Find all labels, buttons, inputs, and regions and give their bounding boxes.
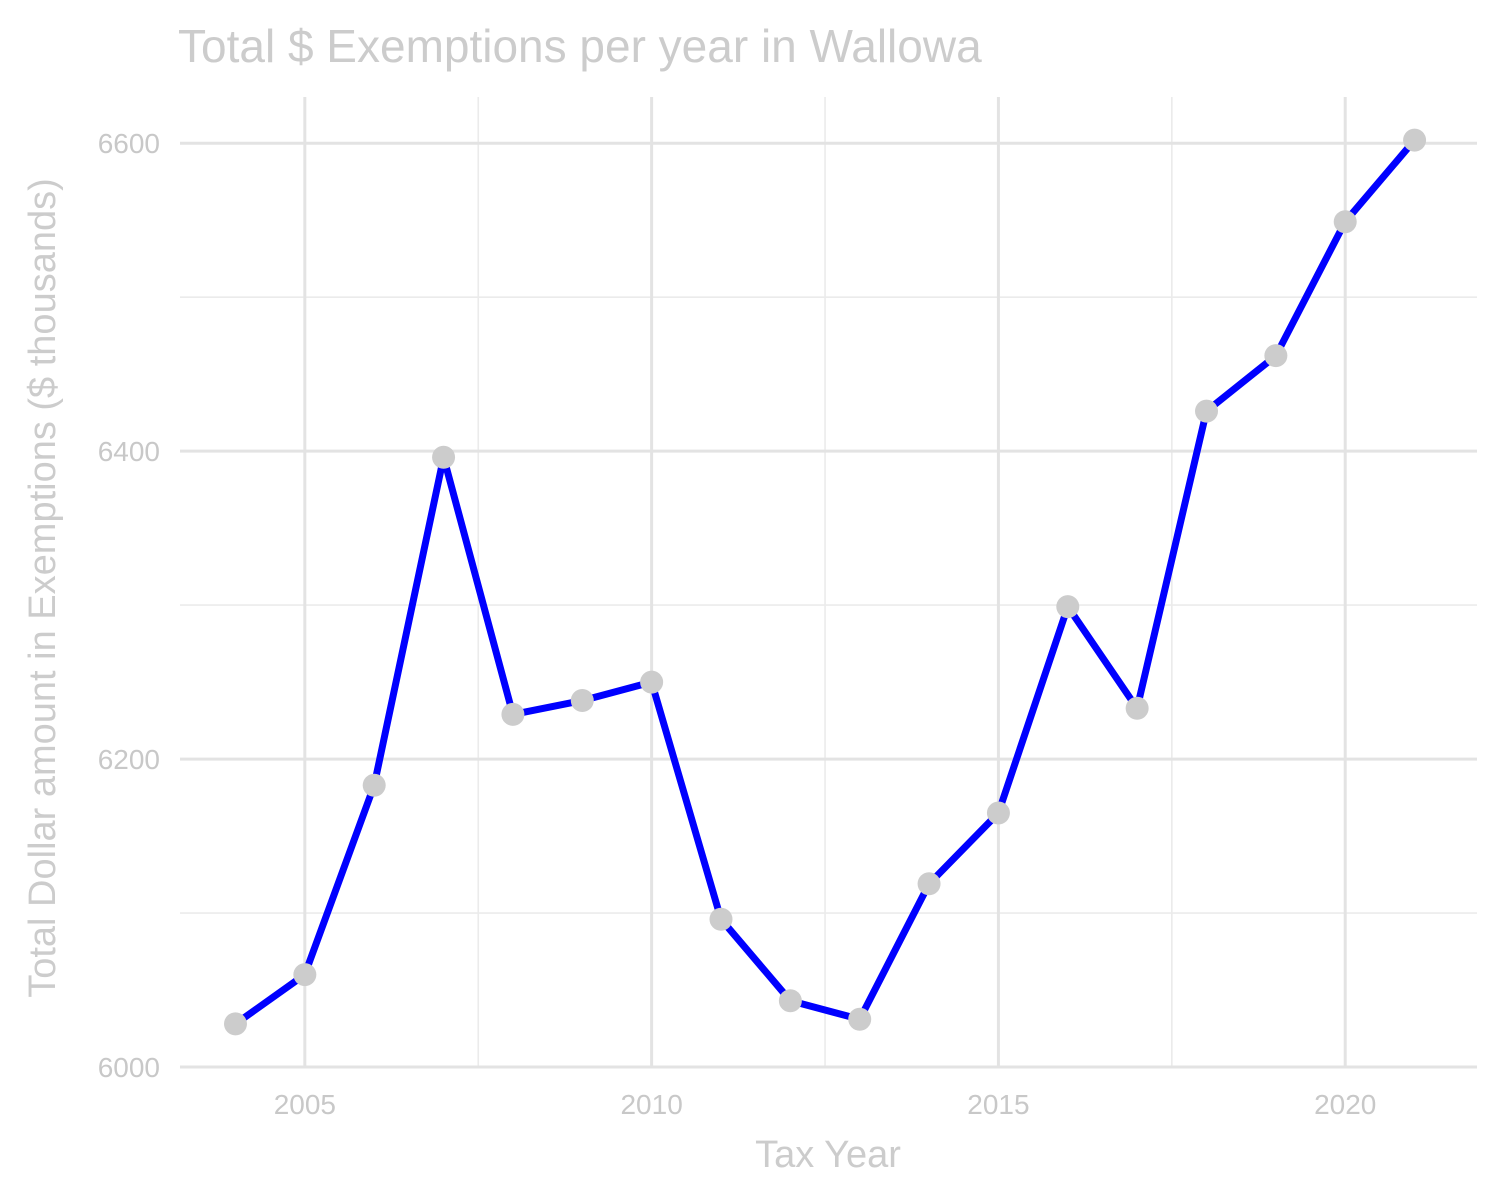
data-point-2009 [570,689,594,713]
y-tick-label-1: 6200 [98,744,160,775]
data-point-2012 [778,989,802,1013]
data-point-2007 [432,445,456,469]
x-axis-title: Tax Year [755,1134,901,1176]
y-tick-label-3: 6600 [98,128,160,159]
data-point-2019 [1264,344,1288,368]
x-tick-label-0: 2005 [274,1089,336,1120]
x-axis-ticks: 2005 2010 2015 2020 [274,1089,1377,1120]
data-point-2016 [1056,595,1080,619]
data-point-2011 [709,907,733,931]
y-tick-label-0: 6000 [98,1052,160,1083]
x-tick-label-1: 2010 [620,1089,682,1120]
data-point-2014 [917,872,941,896]
data-point-2010 [640,670,664,694]
data-point-2005 [293,963,317,987]
data-point-2013 [848,1007,872,1031]
series-points-group [223,128,1427,1036]
x-tick-label-2: 2015 [967,1089,1029,1120]
x-tick-label-3: 2020 [1314,1089,1376,1120]
chart-title: Total $ Exemptions per year in Wallowa [178,20,982,72]
data-point-2021 [1403,128,1427,152]
series-line-0 [232,136,1419,1028]
minor-grid [180,97,1477,1067]
major-grid [180,97,1477,1069]
data-point-2020 [1333,210,1357,234]
data-point-2018 [1195,399,1219,423]
y-axis-ticks: 6000 6200 6400 6600 [98,128,160,1083]
y-axis-title: Total Dollar amount in Exemptions ($ tho… [22,178,64,998]
data-point-2017 [1125,696,1149,720]
y-tick-label-2: 6400 [98,436,160,467]
series-line-group [232,136,1419,1028]
data-point-2015 [986,801,1010,825]
data-point-2004 [223,1012,247,1036]
data-point-2008 [501,702,525,726]
data-point-2006 [362,773,386,797]
